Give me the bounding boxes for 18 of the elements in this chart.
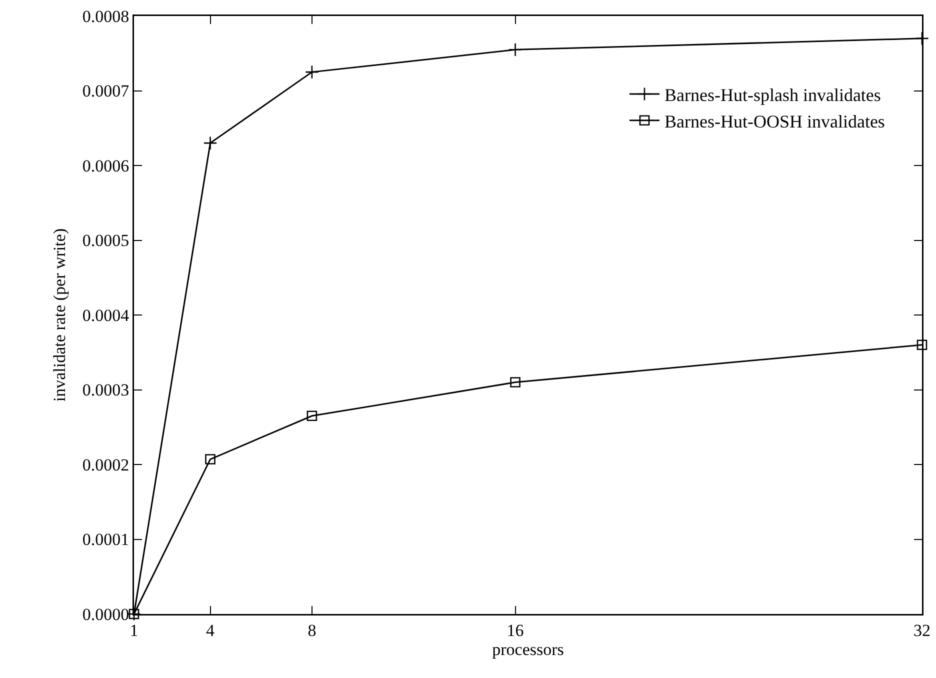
y-tick-label: 0.0005: [82, 231, 130, 250]
y-tick-label: 0.0008: [82, 6, 130, 26]
y-tick-label: 0.0003: [82, 380, 130, 400]
legend-label: Barnes-Hut-OOSH invalidates: [664, 111, 885, 132]
y-tick-label: 0.0001: [82, 530, 130, 550]
y-tick-label: 0.0007: [82, 82, 130, 101]
y-axis-title: invalidate rate (per write): [50, 228, 70, 402]
x-tick-label: 1: [130, 620, 138, 640]
x-axis-title: processors: [492, 640, 564, 660]
y-tick-label: 0.0002: [82, 455, 130, 474]
y-tick-label: 0.0006: [82, 156, 130, 176]
y-tick-label: 0.0000: [82, 604, 130, 624]
x-tick-label: 16: [506, 620, 524, 640]
legend-label: Barnes-Hut-splash invalidates: [664, 85, 881, 106]
y-tick-label: 0.0004: [82, 306, 130, 325]
x-tick-label: 32: [914, 620, 930, 640]
x-tick-label: 8: [308, 620, 316, 640]
x-tick-label: 4: [206, 620, 216, 640]
